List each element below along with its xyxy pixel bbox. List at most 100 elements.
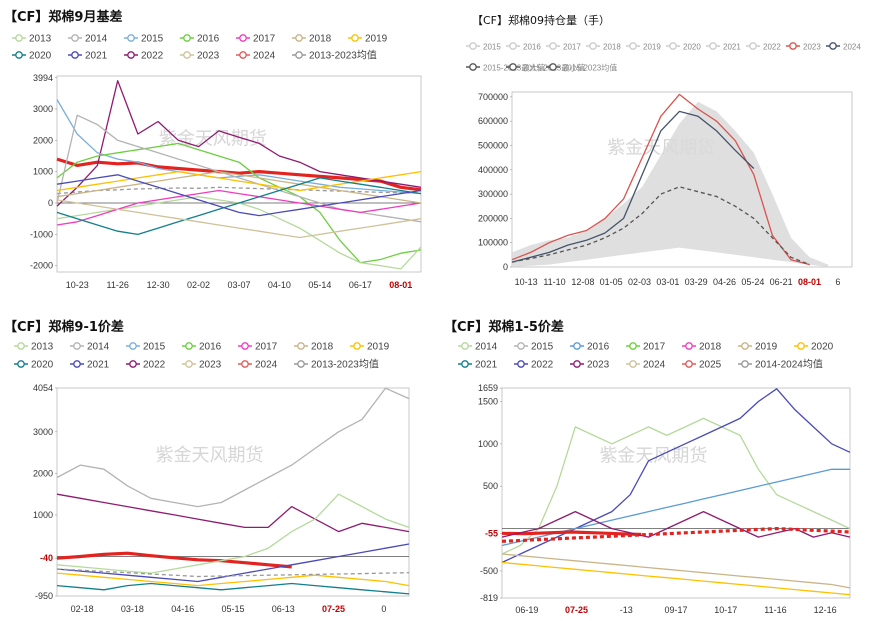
legend-item: 2019 xyxy=(348,34,388,45)
chart-panel-spread-1-5: 【CF】郑棉1-5价差 2014 2015 2016 2017 2018 2019 2020… xyxy=(440,308,876,621)
legend-label: 2021 xyxy=(85,51,108,62)
series-line xyxy=(56,170,422,192)
y-tick-label: 0 xyxy=(48,198,53,208)
legend-label: 2023 xyxy=(199,360,222,371)
legend-label: 2024 xyxy=(843,43,861,52)
y-tick-label: -950 xyxy=(35,591,53,601)
x-tick-label: 12-16 xyxy=(814,605,837,615)
chart-open-interest-svg: 2015 2016 2017 2018 2019 2020 2021 2022 2023 2024… xyxy=(466,42,861,287)
legend-marker xyxy=(461,342,469,350)
legend-label: 2016 xyxy=(199,342,222,353)
legend-marker xyxy=(573,360,581,368)
legend-marker xyxy=(829,42,837,50)
y-tick-label: -40 xyxy=(40,553,53,563)
y-tick-label: 700000 xyxy=(478,92,508,102)
chart-basis-svg: 2013 2014 2015 2016 2017 2018 2019 2020 2021 2022… xyxy=(12,34,422,290)
legend-item: 2014 xyxy=(458,342,498,353)
legend-label: 2015 xyxy=(141,34,164,45)
legend-label: 2024 xyxy=(255,360,278,371)
chart-spread-9-1-svg: 2013 2014 2015 2016 2017 2018 2019 2020 2021 2022… xyxy=(14,342,410,614)
x-tick-label: 03-29 xyxy=(685,277,708,287)
series-line xyxy=(56,80,422,207)
plot-frame xyxy=(56,75,422,273)
y-tick-label: 500000 xyxy=(478,140,508,150)
legend-label: 2015 xyxy=(143,342,166,353)
legend-item: 2023 xyxy=(180,51,220,62)
chart-title: 【CF】郑棉9-1价差 xyxy=(4,320,124,335)
legend-item: 2022 xyxy=(126,360,166,371)
y-tick-label: -819 xyxy=(480,593,498,603)
y-tick-label: -2000 xyxy=(30,261,53,271)
legend-marker xyxy=(573,342,581,350)
legend-item: 2018 xyxy=(682,342,722,353)
legend-item: 2015-2023均值 xyxy=(546,63,617,73)
legend-label: 2022 xyxy=(531,360,554,371)
legend-marker xyxy=(749,42,757,50)
series-line xyxy=(511,186,810,266)
legend-item: 2015 xyxy=(466,42,501,52)
legend-marker xyxy=(685,342,693,350)
legend-marker xyxy=(469,63,477,71)
legend-label: 2021 xyxy=(87,360,110,371)
legend-label: 2015-2023均值 xyxy=(563,63,617,73)
legend-item: 2013-2023均值 xyxy=(294,358,379,371)
legend-item: 2013 xyxy=(12,34,52,45)
legend-marker xyxy=(183,34,191,42)
x-tick-label: 05-14 xyxy=(308,280,331,290)
legend-label: 2015 xyxy=(483,43,501,52)
chart-legend: 2013 2014 2015 2016 2017 2018 2019 2020 2021 2022… xyxy=(14,342,390,371)
legend-label: 2014 xyxy=(87,342,110,353)
legend-label: 2020 xyxy=(683,43,701,52)
legend-label: 2017 xyxy=(255,342,278,353)
y-tick-label: 3000 xyxy=(33,104,53,114)
series-line xyxy=(501,530,642,537)
legend-marker xyxy=(517,342,525,350)
legend-marker xyxy=(351,34,359,42)
legend-label: 2014 xyxy=(85,34,108,45)
y-tick-label: 2000 xyxy=(33,135,53,145)
legend-label: 2017 xyxy=(563,43,581,52)
y-tick-label: -55 xyxy=(485,528,498,538)
x-tick-label: 10-13 xyxy=(515,277,538,287)
legend-marker xyxy=(185,360,193,368)
legend-label: 2024 xyxy=(253,51,276,62)
legend-label: 2020 xyxy=(811,342,834,353)
legend-item: 2021 xyxy=(706,42,741,52)
chart-legend: 2014 2015 2016 2017 2018 2019 2020 2021 2022 2023… xyxy=(458,342,834,371)
chart-title: 【CF】郑棉9月基差 xyxy=(4,10,123,25)
legend-item: 2022 xyxy=(746,42,781,52)
legend-marker xyxy=(239,51,247,59)
legend-label: 2018 xyxy=(311,342,334,353)
y-tick-label: 600000 xyxy=(478,116,508,126)
legend-marker xyxy=(241,360,249,368)
watermark: 紫金天风期货 xyxy=(156,445,264,465)
x-tick-label: 02-18 xyxy=(71,604,94,614)
legend-item: 2017 xyxy=(238,342,278,353)
legend-item: 2024 xyxy=(626,360,666,371)
legend-label: 2013 xyxy=(31,342,54,353)
legend-marker xyxy=(73,342,81,350)
x-tick-label: 06-13 xyxy=(272,604,295,614)
x-tick-label: 11-26 xyxy=(106,280,128,290)
legend-label: 2016 xyxy=(587,342,610,353)
legend-label: 2023 xyxy=(197,51,220,62)
legend-label: 2017 xyxy=(253,34,276,45)
legend-marker xyxy=(17,342,25,350)
legend-item: 2014 xyxy=(70,342,110,353)
legend-item: 2016 xyxy=(180,34,220,45)
series-line xyxy=(501,417,851,555)
legend-label: 2018 xyxy=(699,342,722,353)
legend-item: 2017 xyxy=(236,34,276,45)
y-tick-label: 200000 xyxy=(478,213,508,223)
legend-marker xyxy=(183,51,191,59)
chart-legend: 2015 2016 2017 2018 2019 2020 2021 2022 2023 2024… xyxy=(466,42,861,73)
legend-label: 2023 xyxy=(803,43,821,52)
legend-label: 2014-2024均值 xyxy=(755,358,823,371)
legend-label: 2013-2023均值 xyxy=(311,358,379,371)
series-line xyxy=(511,93,810,266)
plot-frame xyxy=(511,91,853,268)
legend-item: 2020 xyxy=(666,42,701,52)
legend-item: 2023 xyxy=(786,42,821,52)
legend-label: 2024 xyxy=(643,360,666,371)
legend-item: 2017 xyxy=(626,342,666,353)
